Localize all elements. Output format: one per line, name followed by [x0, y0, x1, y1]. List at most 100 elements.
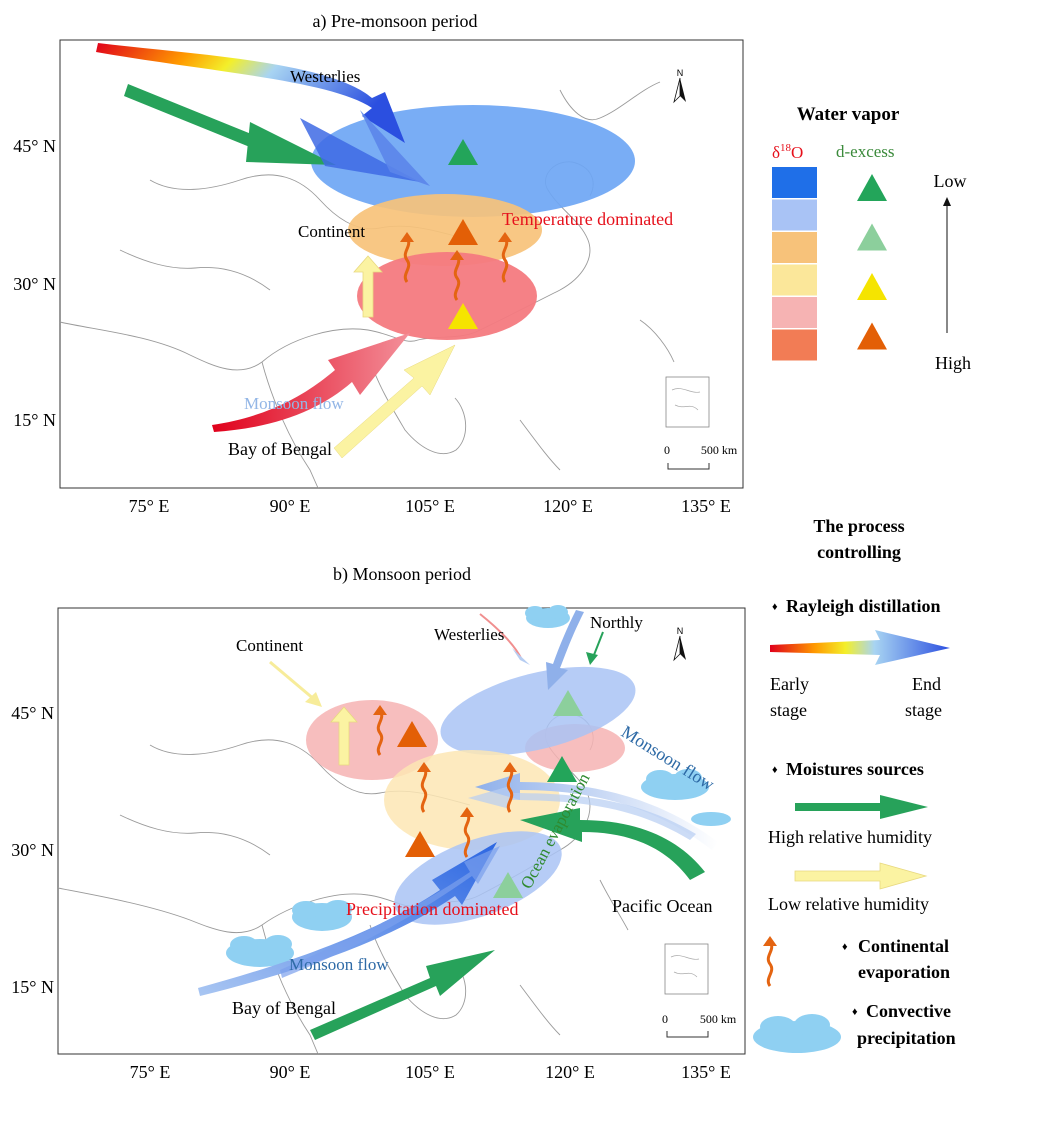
- panel-b-lon-135: 135° E: [681, 1062, 731, 1082]
- panel-a-evap-2: [453, 255, 461, 301]
- panel-b-label-pacific: Pacific Ocean: [612, 896, 712, 916]
- panel-a-lat-30: 30° N: [13, 274, 56, 294]
- panel-a-triangle-yellow: [448, 303, 478, 329]
- panel-a-monsoon-flow-red: [212, 333, 410, 432]
- legend-conv-2: precipitation: [857, 1028, 956, 1048]
- legend-delta-swatch-1: [772, 167, 817, 198]
- panel-a-evap-head-2: [450, 250, 464, 260]
- legend-water-vapor-title: Water vapor: [797, 104, 900, 125]
- panel-a-evap-1: [403, 237, 411, 283]
- legend-high-rh: High relative humidity: [768, 827, 932, 847]
- panel-b-monsoon-flow-east: [468, 773, 718, 850]
- panel-a-north-arrow: N: [673, 68, 686, 104]
- panel-b-evap-head-1: [373, 705, 387, 715]
- legend-delta-sup: 18: [780, 142, 792, 154]
- panel-a-scale-bar: 0 500 km: [664, 443, 738, 470]
- panel-b-label-bay: Bay of Bengal: [232, 998, 336, 1018]
- legend-early-2: stage: [770, 700, 807, 720]
- panel-a-vapor-red: [357, 252, 537, 340]
- panel-a-scale-dist: 500 km: [701, 443, 738, 457]
- legend-rayleigh: Rayleigh distillation: [786, 596, 941, 616]
- legend-evap-2: evaporation: [858, 962, 950, 982]
- panel-b-triangle-orange-2: [405, 831, 435, 857]
- legend-evap-1: Continental: [858, 936, 949, 956]
- panel-b-lon-105: 105° E: [405, 1062, 455, 1082]
- panel-b-evap-1: [376, 710, 384, 756]
- panel-b: b) Monsoon period 45° N 30° N 15° N 75° …: [11, 564, 746, 1082]
- legend-dexcess-triangles: [857, 174, 887, 350]
- panel-b-north-label: N: [677, 626, 684, 636]
- panel-b-cloud-3: [691, 812, 731, 826]
- panel-b-lat-15: 15° N: [11, 977, 54, 997]
- panel-b-lon-75: 75° E: [130, 1062, 171, 1082]
- legend-delta-swatch-2: [772, 199, 817, 231]
- panel-a-evap-3: [501, 237, 509, 283]
- panel-a-label-bay: Bay of Bengal: [228, 439, 332, 459]
- legend-low-rh-arrow: [794, 862, 928, 890]
- legend-delta-swatch-6: [772, 329, 817, 361]
- legend-conv-1: Convective: [866, 1001, 951, 1021]
- panel-b-westerlies-red-arrow: [479, 613, 530, 665]
- legend-process-title-2: controlling: [817, 542, 901, 562]
- panel-b-lon-120: 120° E: [545, 1062, 595, 1082]
- panel-a-evap-head-1: [400, 232, 414, 242]
- legend-dexcess-triangle-1: [857, 174, 887, 201]
- panel-b-northly-blue-arrow: [546, 610, 584, 690]
- legend-high: High: [935, 353, 971, 373]
- panel-a-label-westerlies: Westerlies: [290, 67, 360, 86]
- panel-a-north-label: N: [677, 68, 684, 78]
- panel-a-lat-15: 15° N: [13, 410, 56, 430]
- legend: Water vapor δ18O d-excess Low High The p…: [753, 104, 971, 1053]
- legend-evap-bullet: ♦: [842, 941, 848, 953]
- panel-a-lon-135: 135° E: [681, 496, 731, 516]
- panel-b-evap-head-2: [417, 762, 431, 772]
- panel-a-lon-75: 75° E: [129, 496, 170, 516]
- legend-dexcess-triangle-3: [857, 273, 887, 300]
- legend-dexcess-triangle-4: [857, 322, 887, 350]
- panel-a-low-rh-arrow: [353, 255, 383, 318]
- panel-b-cloud-2: [641, 769, 709, 800]
- panel-b-triangle-green: [547, 756, 577, 782]
- legend-low: Low: [934, 171, 967, 191]
- panel-b-bay-green-arrow: [310, 950, 495, 1040]
- panel-b-triangle-orange-1: [397, 721, 427, 747]
- legend-delta-swatch-3: [772, 232, 817, 263]
- panel-b-scale-bar: 0 500 km: [662, 1012, 737, 1038]
- panel-b-evap-squiggles: [376, 710, 514, 858]
- legend-low-rh: Low relative humidity: [768, 894, 929, 914]
- legend-high-rh-arrow: [795, 795, 928, 819]
- panel-a-lon-105: 105° E: [405, 496, 455, 516]
- panel-b-ocean-evap-arrow: [520, 808, 705, 880]
- panel-b-lat-45: 45° N: [11, 703, 54, 723]
- panel-b-cloud-4: [292, 900, 352, 931]
- legend-early-1: Early: [770, 674, 809, 694]
- panel-b-scale-dist: 500 km: [700, 1012, 737, 1026]
- panel-b-label-northly: Northly: [590, 613, 643, 632]
- legend-moisture-bullet: ♦: [772, 764, 778, 776]
- panel-b-north-arrow: N: [673, 626, 686, 662]
- panel-a-lat-45: 45° N: [13, 136, 56, 156]
- panel-a-moisture-arrow-green: [124, 84, 336, 165]
- legend-delta-swatch-5: [772, 297, 817, 328]
- legend-conv-bullet: ♦: [852, 1006, 858, 1018]
- panel-a-scale-zero: 0: [664, 443, 670, 457]
- panel-a-monsoon-flow-yellow: [333, 344, 456, 459]
- panel-b-evap-4: [463, 812, 471, 858]
- legend-moisture: Moistures sources: [786, 759, 924, 779]
- panel-b-label-precip: Precipitation dominated: [346, 899, 518, 919]
- panel-a-evap-squiggles: [403, 237, 509, 301]
- legend-process-title-1: The process: [813, 516, 904, 536]
- panel-b-evap-3: [506, 767, 514, 813]
- panel-a-triangle-orange: [448, 219, 478, 245]
- panel-b-evap-2: [420, 767, 428, 813]
- panel-b-inset-map: [664, 943, 709, 995]
- legend-rayleigh-bullet: ♦: [772, 601, 778, 613]
- panel-b-low-rh-arrow: [330, 706, 358, 766]
- panel-b-vapor-blue-north: [440, 666, 636, 756]
- panel-b-triangle-lightgreen-2: [493, 872, 523, 898]
- panel-a-label-monsoon-flow: Monsoon flow: [244, 394, 344, 413]
- panel-b-evap-head-3: [503, 762, 517, 772]
- panel-a: a) Pre-monsoon period 45° N 30° N 15° N …: [13, 11, 744, 516]
- panel-a-westerlies-arrow: [96, 43, 430, 186]
